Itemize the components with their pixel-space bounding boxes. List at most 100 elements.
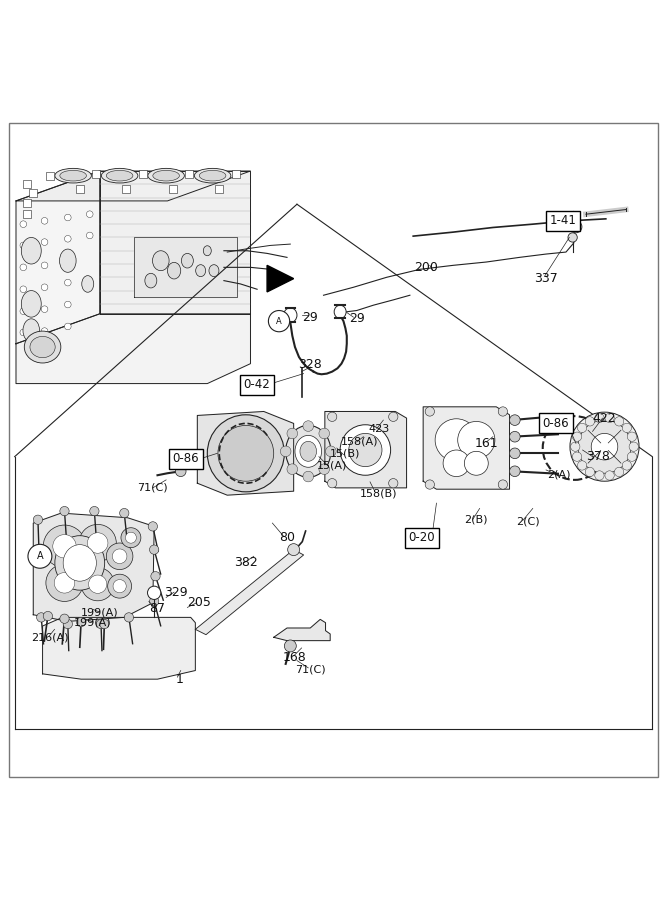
Circle shape — [41, 306, 48, 312]
Polygon shape — [134, 238, 237, 297]
Text: 15(A): 15(A) — [317, 461, 348, 471]
Polygon shape — [423, 407, 510, 490]
Circle shape — [65, 257, 71, 264]
Polygon shape — [267, 266, 293, 292]
Ellipse shape — [181, 254, 193, 268]
Circle shape — [37, 613, 46, 622]
Bar — [23, 180, 31, 188]
Circle shape — [573, 223, 579, 230]
Text: 2(B): 2(B) — [464, 515, 488, 525]
Circle shape — [605, 413, 614, 422]
Circle shape — [389, 479, 398, 488]
Circle shape — [561, 217, 572, 228]
Text: A: A — [37, 552, 43, 562]
Circle shape — [43, 525, 86, 568]
Ellipse shape — [334, 305, 346, 319]
Circle shape — [33, 515, 43, 525]
Circle shape — [65, 214, 71, 220]
Circle shape — [81, 568, 114, 601]
Circle shape — [60, 507, 69, 516]
Circle shape — [510, 431, 520, 442]
Circle shape — [149, 597, 159, 606]
Circle shape — [319, 464, 329, 474]
Bar — [139, 170, 147, 177]
Ellipse shape — [285, 426, 331, 477]
Circle shape — [41, 262, 48, 269]
Text: 205: 205 — [187, 597, 211, 609]
Text: 199(A): 199(A) — [81, 608, 119, 617]
Bar — [46, 173, 54, 180]
Circle shape — [147, 586, 161, 599]
Text: 1-41: 1-41 — [549, 214, 576, 228]
Circle shape — [605, 471, 614, 480]
Circle shape — [20, 286, 27, 292]
Circle shape — [570, 220, 582, 233]
Text: 0-86: 0-86 — [173, 452, 199, 465]
Ellipse shape — [295, 436, 321, 467]
Circle shape — [218, 426, 273, 482]
Text: 200: 200 — [415, 261, 438, 274]
Polygon shape — [273, 619, 330, 641]
Polygon shape — [16, 314, 251, 383]
Circle shape — [622, 461, 632, 470]
Circle shape — [65, 302, 71, 308]
Ellipse shape — [24, 331, 61, 363]
Circle shape — [628, 432, 636, 441]
Ellipse shape — [63, 544, 96, 581]
Circle shape — [510, 448, 520, 459]
Circle shape — [20, 308, 27, 314]
Polygon shape — [33, 513, 154, 621]
Circle shape — [578, 423, 587, 433]
Circle shape — [303, 421, 313, 431]
Ellipse shape — [106, 170, 133, 181]
Ellipse shape — [55, 536, 105, 590]
Circle shape — [175, 466, 186, 477]
Bar — [215, 185, 223, 193]
Text: 158(B): 158(B) — [360, 488, 398, 499]
Circle shape — [65, 323, 71, 329]
Circle shape — [578, 461, 587, 470]
Circle shape — [303, 472, 313, 482]
Polygon shape — [197, 411, 293, 495]
Polygon shape — [43, 617, 195, 680]
Circle shape — [124, 613, 133, 622]
Text: 382: 382 — [234, 556, 257, 570]
Ellipse shape — [59, 249, 76, 273]
Circle shape — [90, 507, 99, 516]
Text: 29: 29 — [302, 310, 318, 324]
Circle shape — [458, 421, 495, 459]
Circle shape — [498, 407, 508, 416]
Bar — [76, 185, 84, 193]
Text: 0-42: 0-42 — [243, 378, 271, 392]
Ellipse shape — [167, 263, 181, 279]
Circle shape — [65, 279, 71, 286]
Text: 0-20: 0-20 — [408, 531, 435, 544]
Circle shape — [595, 471, 604, 480]
Bar — [23, 211, 31, 218]
Circle shape — [443, 450, 470, 477]
Circle shape — [570, 412, 639, 482]
Polygon shape — [195, 550, 303, 634]
Text: 71(C): 71(C) — [295, 664, 325, 674]
Polygon shape — [325, 411, 407, 488]
Text: 29: 29 — [349, 312, 365, 325]
Text: 337: 337 — [534, 272, 558, 285]
Ellipse shape — [203, 246, 211, 256]
Ellipse shape — [21, 291, 41, 317]
Text: 87: 87 — [149, 602, 165, 616]
Circle shape — [121, 527, 141, 547]
Text: 71(C): 71(C) — [137, 483, 168, 493]
Circle shape — [149, 545, 159, 554]
Text: 1: 1 — [175, 672, 183, 686]
Circle shape — [106, 543, 133, 570]
Circle shape — [79, 525, 116, 562]
Circle shape — [53, 535, 76, 558]
Bar — [29, 189, 37, 197]
Circle shape — [510, 466, 520, 477]
Circle shape — [327, 479, 337, 488]
Ellipse shape — [82, 275, 94, 292]
Circle shape — [578, 420, 631, 473]
Circle shape — [622, 423, 632, 433]
Ellipse shape — [300, 441, 317, 462]
Text: 422: 422 — [593, 411, 616, 425]
